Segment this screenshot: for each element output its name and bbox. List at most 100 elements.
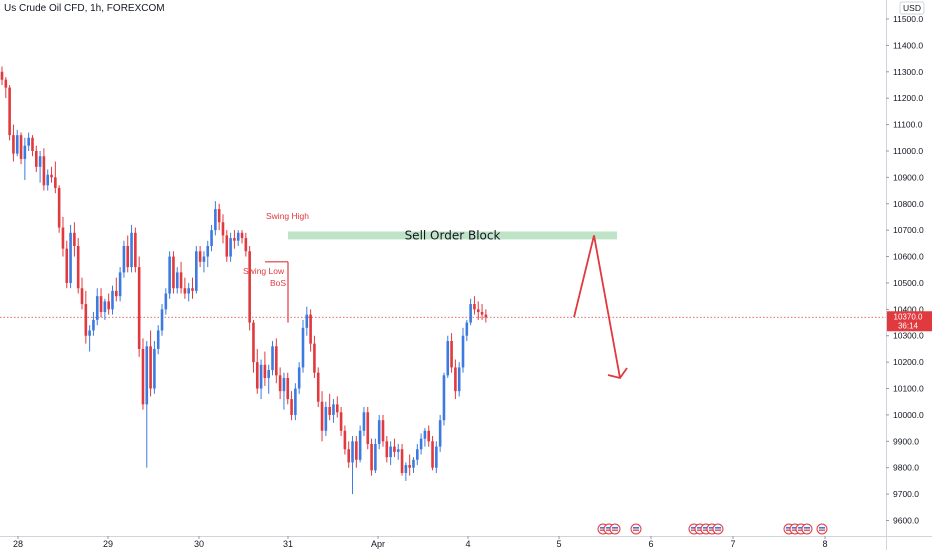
event-flag-icon[interactable] bbox=[609, 523, 621, 535]
candle-body bbox=[84, 304, 88, 336]
candle-body bbox=[130, 232, 133, 268]
time-tick-label: 29 bbox=[103, 539, 113, 549]
price-tick-label: 9800.0 bbox=[893, 463, 919, 473]
candle bbox=[484, 309, 488, 323]
candle bbox=[19, 132, 23, 165]
candles bbox=[0, 66, 488, 495]
candle bbox=[172, 251, 175, 294]
candle-body bbox=[450, 341, 453, 368]
candle-body bbox=[370, 443, 373, 471]
candle bbox=[27, 132, 30, 151]
candle bbox=[103, 298, 107, 320]
candle bbox=[240, 230, 244, 244]
event-flag-stripe bbox=[715, 527, 721, 529]
candle-body bbox=[408, 465, 411, 468]
candle bbox=[305, 306, 309, 336]
candle bbox=[99, 288, 103, 318]
candle bbox=[236, 230, 240, 246]
time-axis[interactable]: 28 29 30 31 Apr 4 5 6 7 8 bbox=[13, 536, 828, 549]
event-flag-icon[interactable] bbox=[630, 523, 642, 535]
event-flag-stripe bbox=[633, 529, 639, 531]
candle bbox=[351, 436, 354, 495]
candle bbox=[198, 245, 202, 268]
candle bbox=[38, 150, 42, 183]
price-tick-label: 10000.0 bbox=[893, 410, 924, 420]
sell-order-block-zone bbox=[288, 231, 617, 240]
candle-body bbox=[347, 449, 351, 463]
candle bbox=[57, 185, 61, 233]
candle-body bbox=[294, 388, 297, 415]
event-flag-stripe bbox=[715, 529, 721, 531]
candle bbox=[404, 462, 408, 481]
candle-body bbox=[419, 438, 423, 450]
currency-label: USD bbox=[903, 3, 921, 13]
event-flag-stripe bbox=[798, 527, 804, 529]
candle bbox=[80, 277, 84, 310]
candle bbox=[400, 443, 404, 476]
candle bbox=[50, 166, 53, 183]
candle bbox=[396, 443, 400, 460]
candle bbox=[419, 433, 423, 455]
candle bbox=[160, 304, 164, 336]
swing-low-label: Swing Low bbox=[243, 266, 285, 276]
candle bbox=[73, 222, 76, 257]
candle-body bbox=[134, 232, 137, 268]
candle bbox=[385, 436, 389, 463]
event-flag-icon[interactable] bbox=[712, 523, 724, 535]
candle bbox=[183, 277, 187, 299]
event-flag-icon[interactable] bbox=[801, 523, 813, 535]
event-flag-icon[interactable] bbox=[816, 523, 828, 535]
candle-body bbox=[431, 441, 434, 468]
price-tick-label: 11400.0 bbox=[893, 40, 923, 50]
candle bbox=[297, 362, 301, 394]
candle bbox=[271, 341, 274, 376]
event-markers[interactable] bbox=[597, 523, 828, 535]
candle-body bbox=[404, 465, 408, 473]
price-tick-label: 11300.0 bbox=[893, 67, 923, 77]
candle-body bbox=[305, 314, 309, 328]
event-flag-stripe bbox=[819, 529, 825, 531]
candle bbox=[248, 245, 251, 331]
candle bbox=[450, 333, 453, 373]
candle bbox=[473, 296, 476, 315]
currency-badge[interactable] bbox=[899, 1, 925, 15]
candle-body bbox=[393, 446, 396, 452]
candle bbox=[42, 148, 46, 191]
candle bbox=[217, 203, 221, 231]
price-axis[interactable]: 9600.0 9700.0 9800.0 9900.0 10000.0 10100.0 10… bbox=[886, 14, 924, 526]
candle-body bbox=[115, 290, 118, 297]
candle bbox=[355, 436, 358, 468]
candle-body bbox=[358, 430, 362, 460]
candle-body bbox=[484, 314, 488, 318]
candle-body bbox=[366, 412, 370, 444]
candle bbox=[12, 124, 15, 162]
price-tick-label: 9700.0 bbox=[893, 489, 919, 499]
candle bbox=[0, 66, 4, 85]
candle bbox=[339, 407, 343, 437]
candle-body bbox=[297, 367, 301, 389]
sell-order-block-label: Sell Order Block bbox=[405, 228, 501, 242]
event-flag-stripe bbox=[600, 529, 606, 531]
candle bbox=[328, 393, 331, 421]
candle bbox=[122, 240, 126, 278]
candle-body bbox=[457, 367, 461, 392]
candle bbox=[335, 396, 339, 418]
time-tick-label: 4 bbox=[465, 539, 470, 549]
candle-body bbox=[0, 71, 4, 80]
projection-arrow bbox=[573, 235, 628, 379]
price-tick-label: 9900.0 bbox=[893, 436, 919, 446]
candle bbox=[252, 319, 255, 373]
candle-body bbox=[263, 364, 267, 378]
candle bbox=[431, 436, 434, 471]
candle-body bbox=[412, 459, 415, 468]
candle bbox=[115, 277, 118, 302]
event-flag-ring bbox=[712, 523, 724, 535]
candle bbox=[107, 293, 110, 315]
candle-body bbox=[389, 446, 392, 458]
candle-body bbox=[80, 288, 84, 305]
candle-body bbox=[168, 256, 171, 294]
candle bbox=[415, 443, 419, 466]
candle-body bbox=[12, 135, 15, 154]
candle-body bbox=[15, 135, 19, 154]
